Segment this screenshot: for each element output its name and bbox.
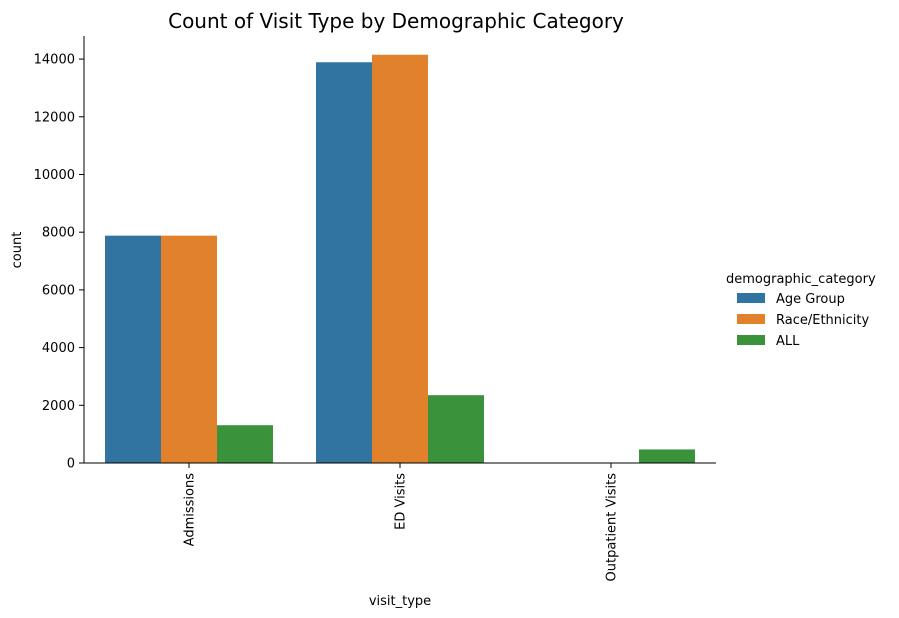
chart-title: Count of Visit Type by Demographic Categ…	[168, 9, 624, 33]
y-tick-label: 2000	[42, 399, 75, 414]
x-axis-ticks: Admissions ED Visits Outpatient Visits	[183, 463, 620, 581]
bar-ed-visits-race-ethnicity	[372, 54, 428, 463]
legend: demographic_category Age Group Race/Ethni…	[726, 272, 876, 349]
x-axis-label: visit_type	[369, 594, 431, 609]
bar-admissions-race-ethnicity	[161, 235, 217, 463]
legend-swatch	[737, 314, 765, 324]
y-axis-ticks: 0 2000 4000 6000 8000 10000 12000 14000	[34, 53, 84, 472]
legend-title: demographic_category	[726, 272, 876, 287]
legend-label: Age Group	[776, 292, 845, 307]
y-tick-label: 8000	[42, 226, 75, 241]
y-tick-label: 12000	[34, 110, 75, 125]
bar-admissions-all	[217, 425, 273, 463]
bars-group	[105, 54, 695, 463]
legend-swatch	[737, 335, 765, 345]
legend-swatch	[737, 293, 765, 303]
bar-admissions-age-group	[105, 235, 161, 463]
x-tick-label: Outpatient Visits	[605, 473, 620, 582]
x-tick-label: Admissions	[183, 473, 198, 547]
y-tick-label: 0	[67, 457, 75, 472]
y-tick-label: 4000	[42, 341, 75, 356]
legend-label: Race/Ethnicity	[776, 313, 869, 328]
bar-ed-visits-age-group	[316, 62, 372, 463]
y-axis-label: count	[10, 232, 25, 269]
y-tick-label: 14000	[34, 53, 75, 68]
y-tick-label: 10000	[34, 168, 75, 183]
bar-ed-visits-all	[428, 395, 484, 463]
bar-outpatient-visits-all	[639, 449, 695, 463]
x-tick-label: ED Visits	[394, 473, 409, 530]
legend-label: ALL	[776, 334, 800, 349]
y-tick-label: 6000	[42, 283, 75, 298]
